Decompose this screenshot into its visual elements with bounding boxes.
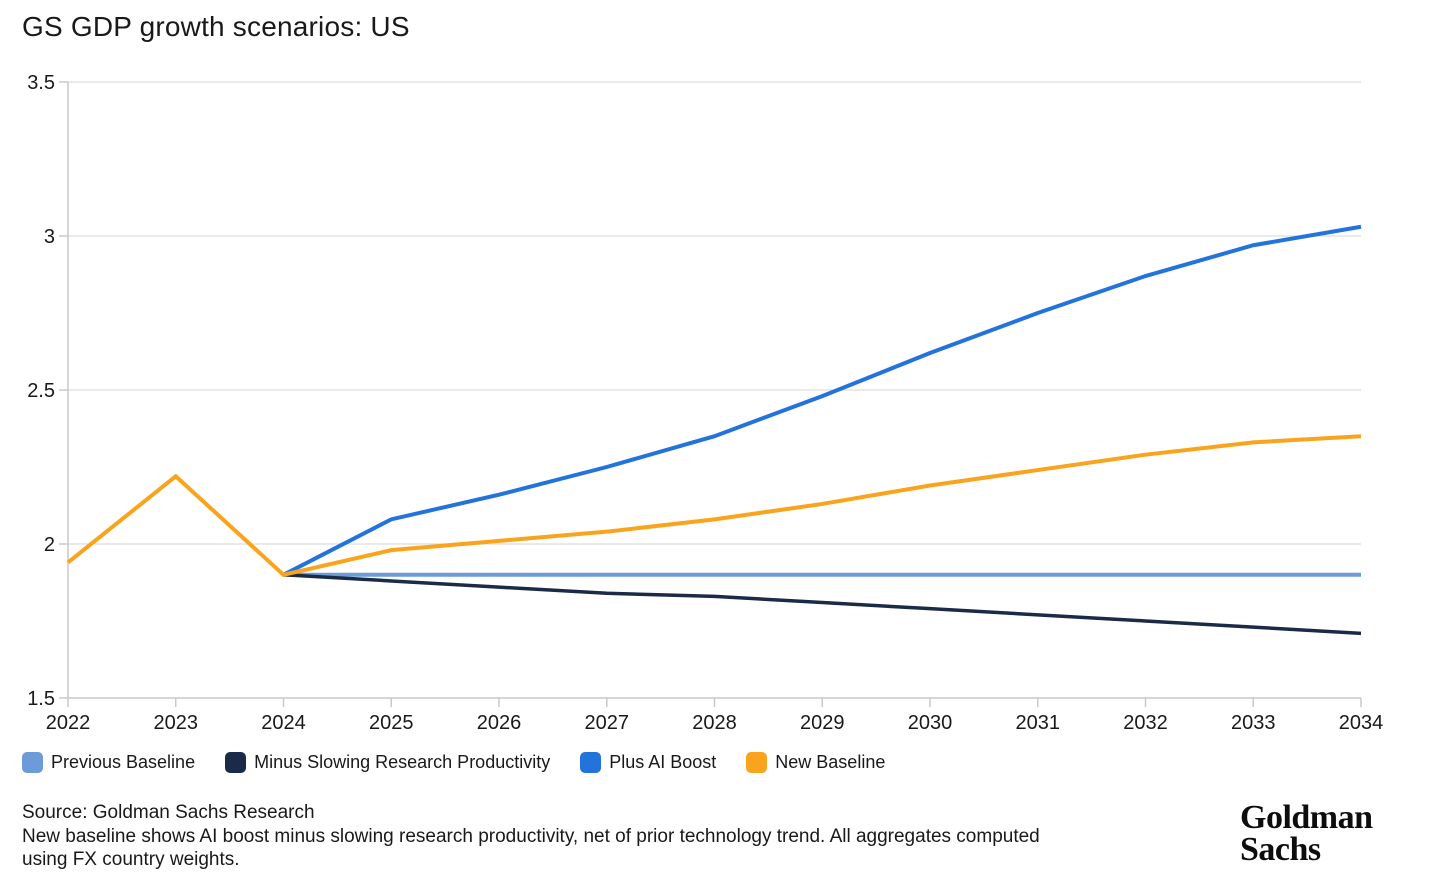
x-tick-label: 2031 <box>1016 712 1061 734</box>
x-tick-label: 2030 <box>908 712 953 734</box>
legend-item-previous-baseline: Previous Baseline <box>22 752 195 773</box>
source-line: Source: Goldman Sachs Research <box>22 802 315 823</box>
x-tick-label: 2032 <box>1123 712 1168 734</box>
series-line-minus-slowing-research-productivity <box>283 573 1362 636</box>
legend-label: Previous Baseline <box>51 752 196 772</box>
y-tick-label: 3.5 <box>27 72 55 94</box>
legend-swatch-previous-baseline <box>22 752 43 773</box>
footnote: New baseline shows AI boost minus slowin… <box>22 825 1040 871</box>
x-tick-label: 2024 <box>261 712 306 734</box>
logo-line-1: Goldman <box>1240 799 1373 836</box>
legend-swatch-plus-ai-boost <box>580 752 602 773</box>
y-tick-label: 2 <box>44 534 55 556</box>
chart-legend: Previous Baseline Minus Slowing Research … <box>22 752 885 773</box>
legend-item-new-baseline: New Baseline <box>746 752 885 773</box>
x-tick-label: 2022 <box>46 712 91 734</box>
x-tick-label: 2025 <box>369 712 414 734</box>
logo-line-2: Sachs <box>1240 831 1321 868</box>
x-tick-label: 2028 <box>692 712 737 734</box>
legend-swatch-new-baseline <box>746 752 768 773</box>
legend-swatch-minus-slowing-research-productivity <box>225 752 247 773</box>
series-line-plus-ai-boost <box>282 224 1362 577</box>
x-tick-label: 2033 <box>1231 712 1276 734</box>
x-tick-label: 2023 <box>154 712 199 734</box>
y-tick-label: 3 <box>44 226 55 248</box>
chart-title: GS GDP growth scenarios: US <box>22 11 410 42</box>
goldman-sachs-logo: Goldman Sachs <box>1240 799 1373 868</box>
legend-label: Minus Slowing Research Productivity <box>254 752 551 772</box>
series-line-new-baseline <box>66 434 1362 577</box>
x-tick-label: 2026 <box>477 712 522 734</box>
x-tick-label: 2027 <box>585 712 630 734</box>
chart-footer: Source: Goldman Sachs Research New basel… <box>22 801 1082 872</box>
x-tick-label: 2029 <box>800 712 845 734</box>
legend-item-plus-ai-boost: Plus AI Boost <box>580 752 716 773</box>
x-tick-label: 2034 <box>1339 712 1384 734</box>
legend-label: New Baseline <box>775 752 886 772</box>
y-tick-label: 2.5 <box>27 380 55 402</box>
y-tick-label: 1.5 <box>27 688 55 710</box>
legend-label: Plus AI Boost <box>609 752 717 772</box>
legend-item-minus-slowing-research-productivity: Minus Slowing Research Productivity <box>225 752 550 773</box>
